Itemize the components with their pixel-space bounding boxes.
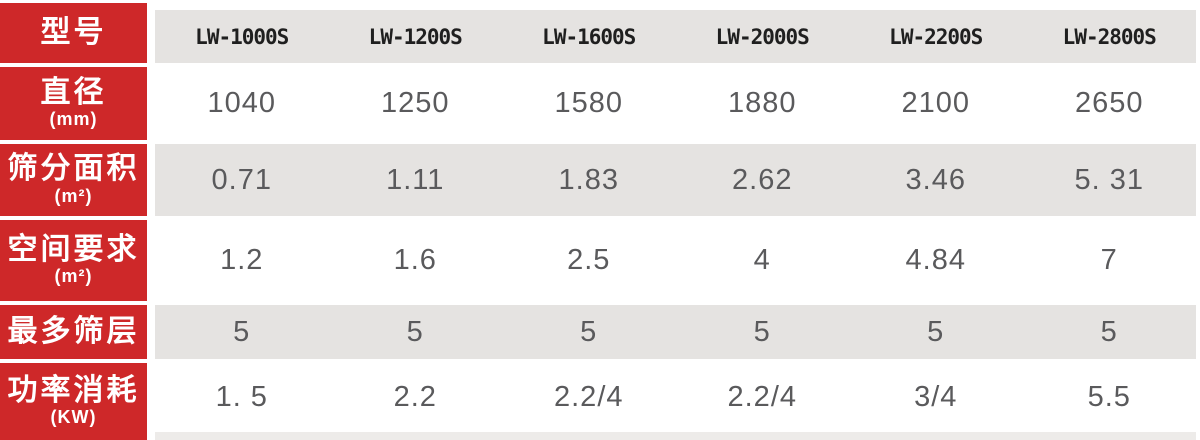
space-requirement-band: 1.2 1.6 2.5 4 4.84 7 — [155, 220, 1196, 301]
table-cell: 5 — [580, 315, 598, 348]
power-band: 1. 5 2.2 2.2/4 2.2/4 3/4 5.5 — [155, 363, 1196, 440]
table-cell: 2650 — [1074, 87, 1144, 119]
diameter-band: 1040 1250 1580 1880 2100 2650 — [155, 67, 1196, 140]
table-cell: 2.2/4 — [727, 381, 797, 413]
table-cell: 3.46 — [905, 163, 966, 196]
table-cell: 2.5 — [567, 244, 611, 276]
table-cell: 5 — [927, 315, 945, 348]
col-header-model-2: LW-1200S — [368, 24, 463, 49]
table-cell: 2.62 — [732, 163, 793, 196]
row-header-screen-area: 筛分面积 (m²) — [0, 144, 147, 216]
row-header-model: 型号 — [0, 3, 147, 63]
col-header-model-1: LW-1000S — [195, 24, 289, 49]
col-header-model-4: LW-2000S — [715, 24, 810, 49]
table-cell: 4.84 — [905, 244, 966, 276]
table-cell: 1.83 — [558, 163, 619, 196]
row-header-label: 直径 — [40, 75, 107, 109]
col-header-model-5: LW-2200S — [889, 24, 983, 49]
table-cell: 1.11 — [386, 163, 445, 196]
table-cell: 1250 — [380, 87, 450, 119]
table-cell: 7 — [1100, 244, 1118, 276]
table-cell: 5 — [1100, 315, 1118, 348]
row-header-unit: (mm) — [49, 109, 98, 130]
table-cell: 3/4 — [914, 381, 958, 413]
table-cell: 1.2 — [220, 244, 264, 276]
table-cell: 1880 — [727, 87, 797, 119]
row-header-label: 最多筛层 — [7, 314, 140, 348]
table-cell: 5 — [406, 315, 424, 348]
row-header-unit: (KW) — [50, 407, 97, 428]
table-cell: 4 — [753, 244, 771, 276]
row-header-space-requirement: 空间要求 (m²) — [0, 220, 147, 301]
table-cell: 2.2/4 — [554, 381, 624, 413]
table-cell: 2100 — [901, 87, 970, 119]
table-cell: 1.6 — [393, 244, 437, 276]
table-cell: 1. 5 — [215, 381, 268, 413]
table-cell: 0.71 — [211, 163, 272, 196]
table-cell: 2.2 — [393, 381, 437, 413]
row-header-unit: (m²) — [54, 185, 93, 206]
screen-area-band: 0.71 1.11 1.83 2.62 3.46 5. 31 — [155, 144, 1196, 216]
model-header-band: LW-1000S LW-1200S LW-1600S LW-2000S LW-2… — [155, 3, 1196, 63]
table-cell: 5.5 — [1087, 381, 1131, 413]
row-header-max-layers: 最多筛层 — [0, 305, 147, 359]
col-header-model-6: LW-2800S — [1062, 24, 1157, 49]
row-header-label: 型号 — [40, 15, 107, 49]
row-header-diameter: 直径 (mm) — [0, 67, 147, 140]
table-cell: 5 — [753, 315, 771, 348]
row-header-label: 空间要求 — [7, 232, 140, 266]
row-header-label: 功率消耗 — [7, 373, 140, 407]
row-header-label: 筛分面积 — [7, 152, 140, 186]
row-header-power: 功率消耗 (KW) — [0, 363, 147, 440]
table-cell: 5. 31 — [1074, 163, 1144, 196]
table-cell: 1040 — [207, 87, 276, 119]
max-layers-band: 5 5 5 5 5 5 — [155, 305, 1196, 359]
row-header-unit: (m²) — [54, 266, 93, 287]
col-header-model-3: LW-1600S — [542, 24, 636, 49]
table-cell: 5 — [233, 315, 251, 348]
table-cell: 1580 — [554, 87, 623, 119]
